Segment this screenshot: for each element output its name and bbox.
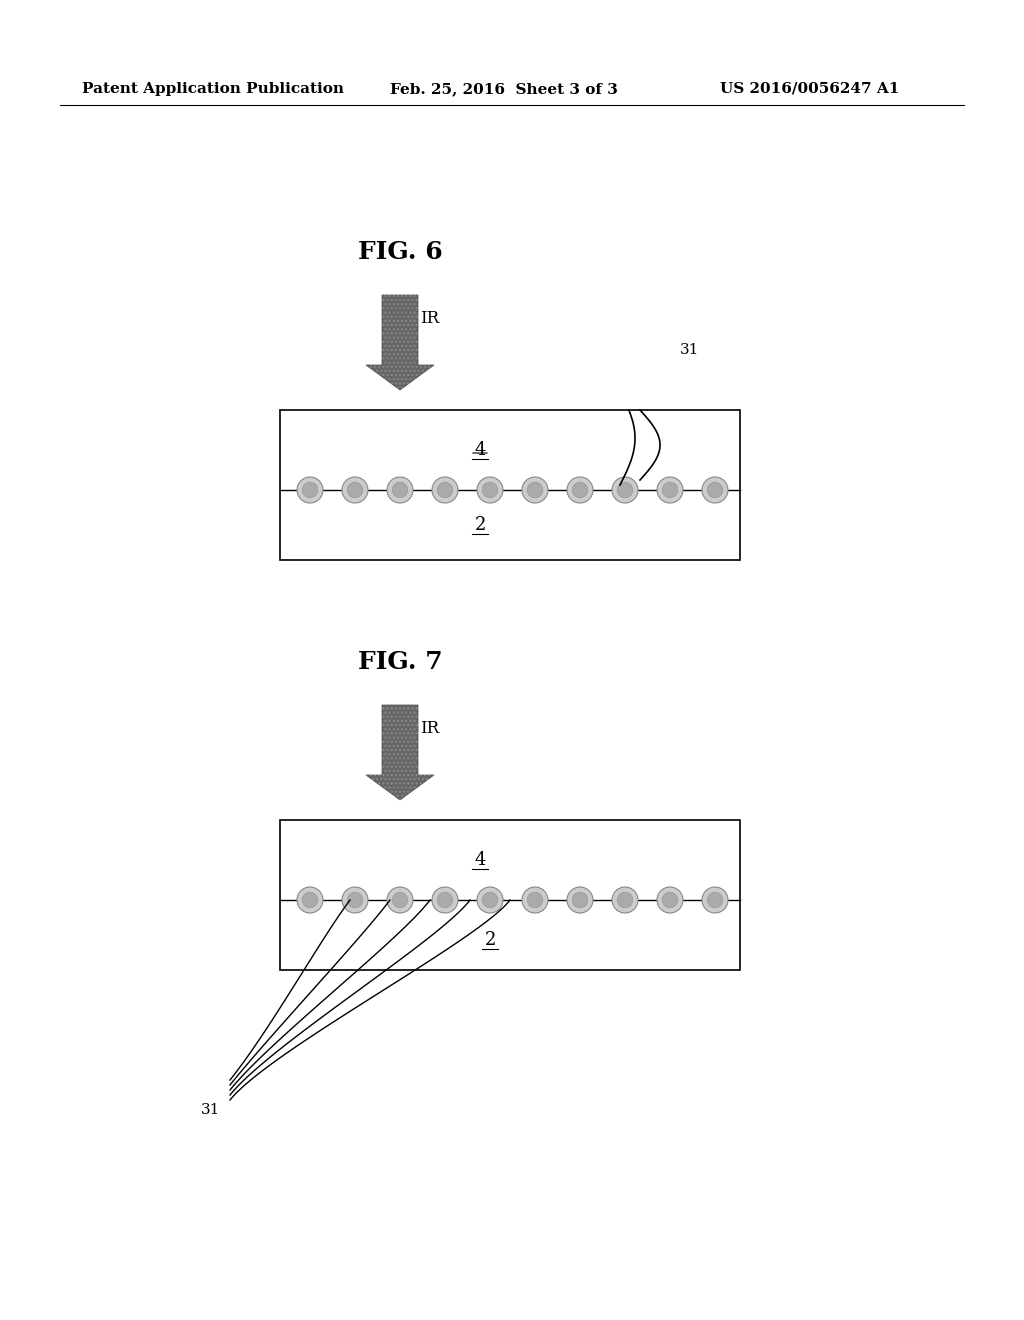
Circle shape <box>482 892 498 908</box>
Circle shape <box>432 887 458 913</box>
Circle shape <box>297 477 323 503</box>
Text: US 2016/0056247 A1: US 2016/0056247 A1 <box>720 82 899 96</box>
Text: Feb. 25, 2016  Sheet 3 of 3: Feb. 25, 2016 Sheet 3 of 3 <box>390 82 617 96</box>
Circle shape <box>617 482 633 498</box>
Circle shape <box>612 887 638 913</box>
Text: 4: 4 <box>474 851 485 869</box>
Circle shape <box>342 477 368 503</box>
Circle shape <box>702 477 728 503</box>
Circle shape <box>387 887 413 913</box>
Circle shape <box>347 482 362 498</box>
Text: 31: 31 <box>201 1104 220 1117</box>
Circle shape <box>342 887 368 913</box>
Text: 2: 2 <box>474 516 485 535</box>
Circle shape <box>437 892 453 908</box>
Circle shape <box>387 477 413 503</box>
Circle shape <box>302 892 317 908</box>
Circle shape <box>392 482 408 498</box>
Circle shape <box>617 892 633 908</box>
Circle shape <box>522 477 548 503</box>
Circle shape <box>437 482 453 498</box>
Circle shape <box>708 482 723 498</box>
Circle shape <box>572 892 588 908</box>
Circle shape <box>477 477 503 503</box>
Circle shape <box>567 887 593 913</box>
Text: IR: IR <box>420 719 439 737</box>
Text: FIG. 7: FIG. 7 <box>357 649 442 675</box>
Circle shape <box>347 892 362 908</box>
Circle shape <box>477 887 503 913</box>
Text: Patent Application Publication: Patent Application Publication <box>82 82 344 96</box>
Circle shape <box>297 887 323 913</box>
Text: 31: 31 <box>680 343 699 356</box>
Polygon shape <box>366 705 434 800</box>
Circle shape <box>572 482 588 498</box>
Circle shape <box>482 482 498 498</box>
Bar <box>280 411 740 560</box>
Circle shape <box>663 482 678 498</box>
Circle shape <box>522 887 548 913</box>
Text: FIG. 6: FIG. 6 <box>357 240 442 264</box>
Circle shape <box>657 477 683 503</box>
Circle shape <box>432 477 458 503</box>
Circle shape <box>527 892 543 908</box>
Circle shape <box>392 892 408 908</box>
Circle shape <box>708 892 723 908</box>
Circle shape <box>663 892 678 908</box>
Circle shape <box>567 477 593 503</box>
Circle shape <box>612 477 638 503</box>
Circle shape <box>527 482 543 498</box>
Bar <box>280 820 740 970</box>
Text: 4: 4 <box>474 441 485 459</box>
Circle shape <box>657 887 683 913</box>
Text: 2: 2 <box>484 931 496 949</box>
Circle shape <box>302 482 317 498</box>
Circle shape <box>702 887 728 913</box>
Polygon shape <box>366 294 434 389</box>
Text: IR: IR <box>420 310 439 327</box>
